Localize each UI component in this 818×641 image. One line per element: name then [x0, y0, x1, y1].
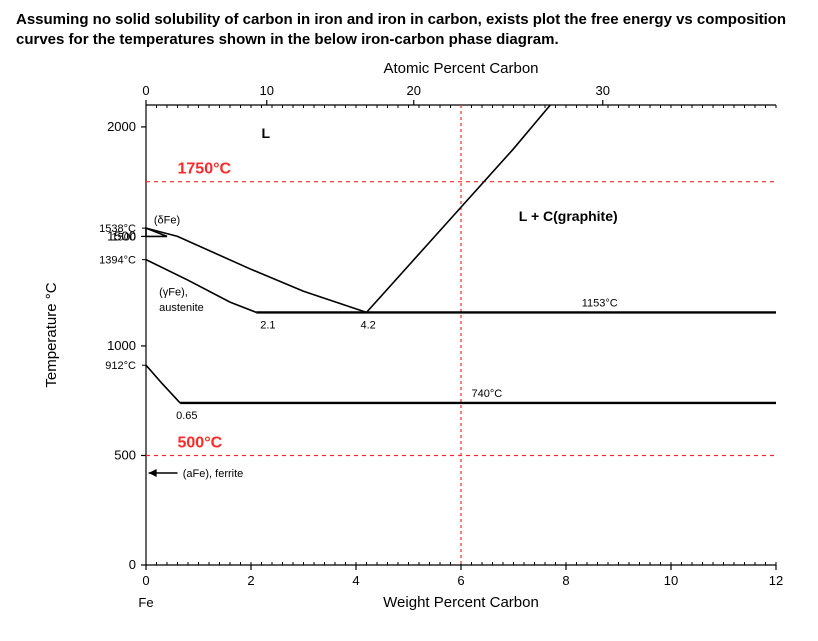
- y-special: 1500: [112, 231, 136, 243]
- y-tick: 2000: [107, 118, 136, 133]
- annot-1750: 1750°C: [178, 160, 232, 177]
- y-tick: 500: [114, 447, 136, 462]
- x-tick: 8: [562, 573, 569, 588]
- top-axis-label: Atomic Percent Carbon: [383, 60, 538, 77]
- region-L: L: [262, 124, 271, 140]
- y-special: 912°C: [105, 360, 136, 372]
- question-text: Assuming no solid solubility of carbon i…: [0, 0, 818, 55]
- region-gamma-2: austenite: [159, 301, 204, 313]
- phase-diagram-svg: Atomic Percent Carbon 0 2 4 6 8 10 12 0 10 20 30 0 50…: [16, 55, 802, 615]
- annot-500: 500°C: [178, 434, 223, 451]
- region-delta: (δFe): [154, 214, 180, 226]
- region-gamma-1: (γFe),: [159, 286, 188, 298]
- annot-eutectoid-comp: 0.65: [176, 409, 197, 421]
- y-tick: 0: [129, 557, 136, 572]
- x-tick: 0: [142, 573, 149, 588]
- annot-eutectic-comp: 4.2: [361, 319, 376, 331]
- annot-gamma-maxC: 2.1: [260, 319, 275, 331]
- region-liq-graphite: L + C(graphite): [519, 208, 618, 224]
- y-special: 1394°C: [99, 254, 136, 266]
- x-tick: 10: [664, 573, 678, 588]
- phase-diagram: Atomic Percent Carbon 0 2 4 6 8 10 12 0 10 20 30 0 50…: [16, 55, 802, 615]
- y-tick: 1000: [107, 337, 136, 352]
- origin-label: Fe: [138, 595, 153, 610]
- x-tick: 4: [352, 573, 359, 588]
- x-top-tick: 30: [596, 83, 610, 98]
- annot-eutectoid-T: 740°C: [472, 387, 503, 399]
- x-axis-label: Weight Percent Carbon: [383, 594, 539, 611]
- x-top-tick: 20: [407, 83, 421, 98]
- annot-eutectic-T: 1153°C: [582, 297, 618, 309]
- x-top-tick: 10: [260, 83, 274, 98]
- x-tick: 6: [457, 573, 464, 588]
- y-axis-label: Temperature °C: [43, 282, 60, 387]
- x-tick: 2: [247, 573, 254, 588]
- region-alpha: (aFe), ferrite: [183, 468, 244, 480]
- x-tick: 12: [769, 573, 783, 588]
- x-top-tick: 0: [142, 83, 149, 98]
